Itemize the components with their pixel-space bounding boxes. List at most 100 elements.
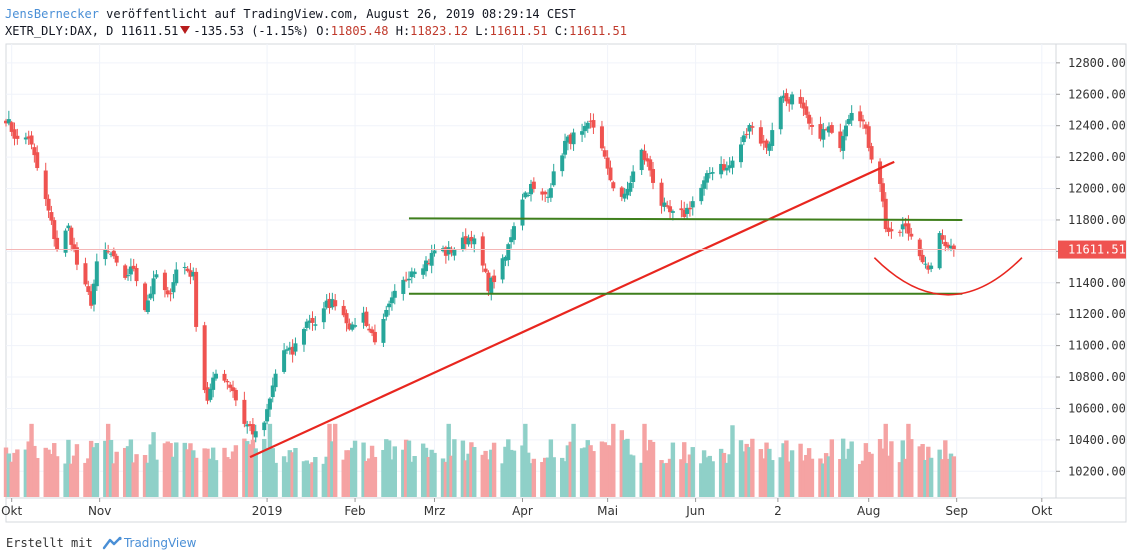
candle-body (747, 125, 752, 132)
candle-body (926, 265, 931, 270)
candle-body (770, 130, 775, 146)
volume-bar (906, 423, 911, 497)
volume-bar (347, 450, 352, 497)
volume-bar (463, 460, 468, 497)
trendline (249, 160, 895, 459)
candle-body (23, 137, 28, 140)
volume-bar (222, 447, 227, 497)
candle-body (798, 96, 803, 104)
volume-bar (429, 449, 434, 497)
volume-bar (849, 441, 854, 497)
volume-bar (531, 458, 537, 497)
volume-bar (171, 456, 176, 497)
candle-body (480, 236, 485, 266)
candle-body (231, 387, 236, 392)
candle-body (790, 94, 795, 105)
volume-bar (202, 448, 207, 497)
volume-bar (622, 439, 627, 497)
author-link[interactable]: JensBernecker (5, 7, 99, 21)
candle-body (761, 141, 766, 143)
candle-body (520, 199, 525, 226)
candle-body (301, 328, 306, 345)
candle-body (165, 290, 170, 295)
y-tick-label: 11200.00 (1068, 307, 1126, 321)
candle-body (126, 275, 131, 277)
x-tick-label: Okt (1, 504, 22, 518)
candle-body (69, 227, 74, 245)
volume-bar (520, 445, 525, 497)
volume-bar (687, 454, 693, 497)
candle-body (12, 129, 17, 139)
volume-bar (662, 463, 667, 497)
x-tick-label: Mrz (424, 504, 446, 518)
candle-body (4, 120, 8, 124)
candle-body (460, 237, 465, 250)
candle-body (702, 180, 707, 189)
volume-bar (301, 461, 307, 497)
volume-bar (245, 441, 250, 497)
candle-body (622, 193, 627, 199)
candle-body (432, 250, 437, 254)
y-tick-label: 11000.00 (1068, 339, 1126, 353)
volume-bar (642, 423, 647, 497)
y-tick-label: 10200.00 (1068, 464, 1126, 478)
footer-brand[interactable]: TradingView (123, 536, 197, 550)
volume-bar (483, 450, 488, 497)
plot-frame (5, 43, 1057, 499)
candle-body (341, 305, 346, 316)
candle-body (784, 93, 789, 102)
candle-body (429, 252, 434, 266)
volume-bar (66, 439, 71, 497)
candle-body (861, 119, 866, 122)
candle-body (866, 126, 871, 148)
volume-bar (591, 451, 596, 497)
candle-body (900, 224, 905, 230)
candle-body (214, 373, 218, 379)
volume-bar (843, 458, 849, 497)
y-tick-label: 10800.00 (1068, 370, 1126, 384)
volume-bar (332, 423, 338, 497)
candle-body (642, 150, 647, 160)
volume-bar (401, 449, 406, 497)
candle-body (114, 255, 119, 263)
y-tick-label: 10600.00 (1068, 401, 1126, 415)
candle-body (625, 188, 630, 196)
volume-bar (9, 461, 14, 497)
x-tick-label: Nov (88, 504, 111, 518)
close-value: 11611.51 (569, 24, 627, 38)
volume-bar (313, 456, 318, 497)
volume-bar (125, 446, 131, 497)
candle-body (591, 120, 596, 128)
volume-bar (361, 442, 366, 497)
candle-body (645, 158, 650, 162)
candle-body (662, 202, 667, 207)
candle-body (293, 343, 298, 352)
candle-body (446, 247, 451, 255)
volume-bar (840, 438, 846, 497)
volume-bar (193, 457, 199, 497)
candle-body (750, 126, 755, 128)
candle-body (651, 169, 656, 183)
candle-body (639, 149, 644, 171)
volume-bar (372, 456, 378, 497)
candle-body (844, 125, 848, 137)
candle-body (248, 424, 253, 427)
volume-bar (500, 463, 505, 497)
y-tick-label: 12000.00 (1068, 182, 1126, 196)
volume-bar (778, 457, 783, 497)
candle-body (469, 236, 474, 242)
candle-body (46, 198, 51, 211)
volume-bar (750, 438, 755, 497)
symbol-label[interactable]: XETR_DLY:DAX, D (5, 24, 114, 38)
volume-bar (74, 444, 80, 497)
volume-bar (242, 438, 247, 497)
volume-bar (770, 460, 775, 497)
volume-bar (182, 442, 187, 497)
candle-body (370, 329, 375, 334)
volume-bar (406, 440, 412, 497)
volume-bar (866, 451, 871, 497)
candle-series (4, 88, 956, 443)
volume-bar (43, 447, 48, 497)
volume-bar (789, 450, 795, 497)
